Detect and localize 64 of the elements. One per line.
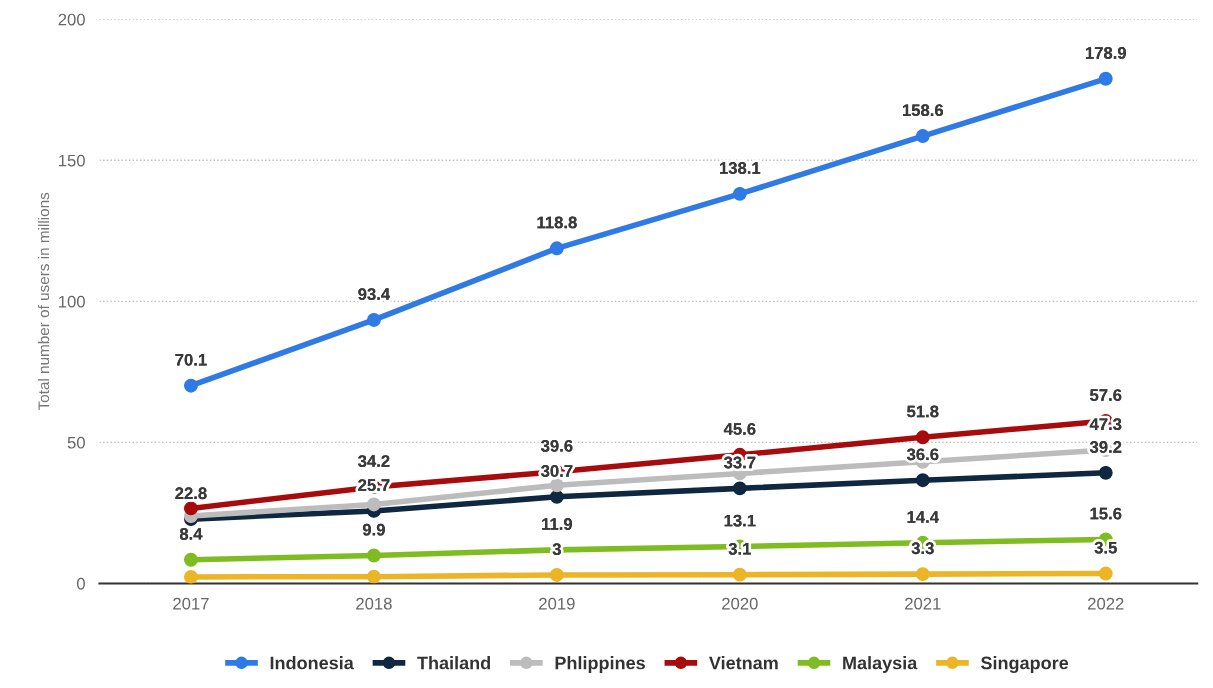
point <box>915 129 930 143</box>
legend-label: Thailand <box>417 656 490 670</box>
point <box>366 569 381 584</box>
y-axis-title: Total number of users in millions <box>37 192 50 411</box>
x-tick-label: 2020 <box>722 597 758 610</box>
point <box>549 478 564 493</box>
y-tick-label: 50 <box>67 436 85 449</box>
data-label: 9.9 <box>362 523 385 536</box>
legend-label: Phlippines <box>555 656 645 673</box>
data-label: 36.6 <box>906 448 939 461</box>
y-tick-label: 100 <box>59 295 85 308</box>
point <box>732 186 747 201</box>
data-label: 47.3 <box>1089 418 1122 431</box>
data-label: 178.9 <box>1085 47 1126 59</box>
x-tick-label: 2021 <box>905 597 941 610</box>
y-tick-label: 0 <box>76 577 85 590</box>
point <box>184 552 198 567</box>
point <box>366 497 381 512</box>
y-tick-label: 150 <box>59 154 85 167</box>
legend-label: Singapore <box>980 656 1069 673</box>
data-label: 13.1 <box>724 514 756 527</box>
legend-label: Malaysia <box>843 656 918 673</box>
point <box>732 567 747 582</box>
data-label: 138.1 <box>720 162 761 174</box>
point <box>366 548 381 563</box>
data-label: 33.7 <box>723 456 756 469</box>
point <box>184 378 198 393</box>
point <box>549 489 564 504</box>
data-label: 39.6 <box>541 439 573 452</box>
data-label: 70.1 <box>175 353 207 366</box>
y-tick-label: 200 <box>58 13 85 26</box>
data-label: 51.8 <box>907 405 939 418</box>
point <box>549 568 564 582</box>
point <box>732 481 747 496</box>
point <box>184 569 198 584</box>
point <box>915 473 930 488</box>
x-tick-label: 2018 <box>356 597 392 610</box>
point <box>549 241 564 256</box>
data-label: 8.4 <box>179 527 203 540</box>
data-label: 39.2 <box>1089 441 1122 453</box>
point <box>915 430 930 445</box>
point <box>366 313 381 327</box>
data-label: 15.6 <box>1090 507 1122 520</box>
point <box>915 567 930 582</box>
point <box>1098 566 1113 581</box>
data-label: 3.5 <box>1094 541 1117 554</box>
legend-label: Vietnam <box>708 656 778 670</box>
point <box>184 501 198 516</box>
data-label: 93.4 <box>358 288 391 301</box>
data-label: 57.6 <box>1090 389 1122 401</box>
legend-label: Indonesia <box>270 656 354 670</box>
data-label: 34.2 <box>358 455 390 468</box>
x-tick-label: 2019 <box>539 597 575 610</box>
data-label: 22.8 <box>175 487 207 500</box>
data-label: 158.6 <box>902 104 944 117</box>
data-label: 45.6 <box>723 423 756 435</box>
point <box>1098 465 1113 480</box>
data-label: 14.4 <box>907 511 939 523</box>
x-tick-label: 2017 <box>173 597 209 610</box>
data-label: 11.9 <box>542 518 573 530</box>
point <box>1098 71 1113 86</box>
data-label: 3 <box>552 543 561 556</box>
data-label: 118.8 <box>537 216 577 229</box>
x-tick-label: 2022 <box>1088 597 1124 610</box>
